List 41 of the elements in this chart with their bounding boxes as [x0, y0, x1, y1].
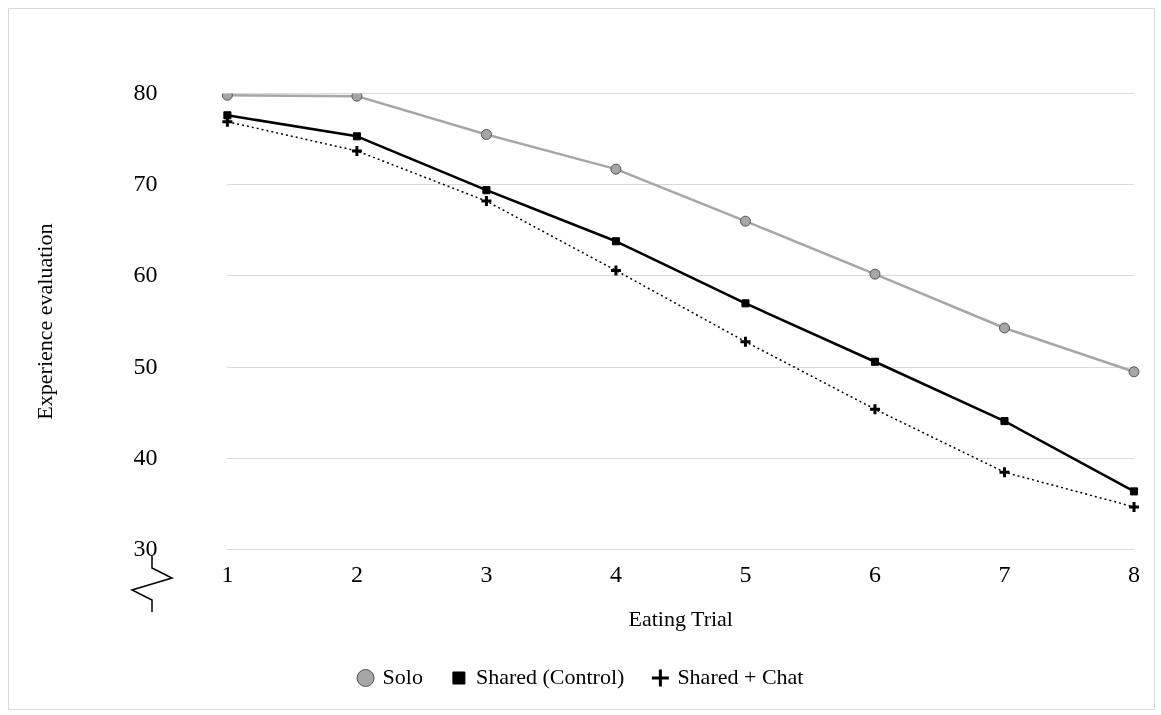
x-tick-label: 2	[350, 561, 363, 588]
y-tick-label: 40	[133, 443, 158, 470]
point	[480, 128, 492, 140]
point	[350, 144, 364, 158]
x-tick-label: 4	[609, 561, 622, 588]
point	[482, 186, 491, 195]
point	[869, 268, 881, 280]
point	[1128, 366, 1140, 378]
legend-label: Solo	[382, 663, 423, 689]
x-tick-label: 5	[739, 561, 752, 588]
point	[479, 194, 493, 208]
point	[997, 465, 1011, 479]
point	[351, 93, 363, 102]
point	[223, 111, 232, 120]
point	[352, 132, 361, 141]
y-tick-label: 60	[133, 261, 158, 288]
y-tick-label: 50	[133, 352, 158, 379]
x-tick-label: 8	[1128, 561, 1140, 588]
legend-label: Shared + Chat	[677, 663, 804, 689]
y-tick-label: 30	[133, 535, 158, 562]
point	[738, 335, 752, 349]
x-tick-label: 3	[480, 561, 493, 588]
x-axis-title: Eating Trial	[628, 605, 733, 631]
point	[609, 263, 623, 277]
point	[868, 402, 882, 416]
point	[1129, 487, 1139, 496]
y-axis-title: Experience evaluation	[31, 223, 57, 420]
y-tick-label: 80	[133, 78, 158, 105]
x-tick-label: 6	[868, 561, 881, 588]
point	[611, 237, 620, 246]
point	[739, 215, 751, 227]
x-tick-label: 7	[998, 561, 1011, 588]
point	[1000, 417, 1009, 426]
point	[610, 163, 622, 175]
y-tick-label: 70	[133, 169, 158, 196]
point	[1127, 500, 1141, 514]
point	[870, 357, 880, 366]
legend-label: Shared (Control)	[475, 663, 625, 689]
point	[741, 299, 750, 308]
x-tick-label: 1	[221, 561, 234, 588]
point	[998, 322, 1010, 334]
